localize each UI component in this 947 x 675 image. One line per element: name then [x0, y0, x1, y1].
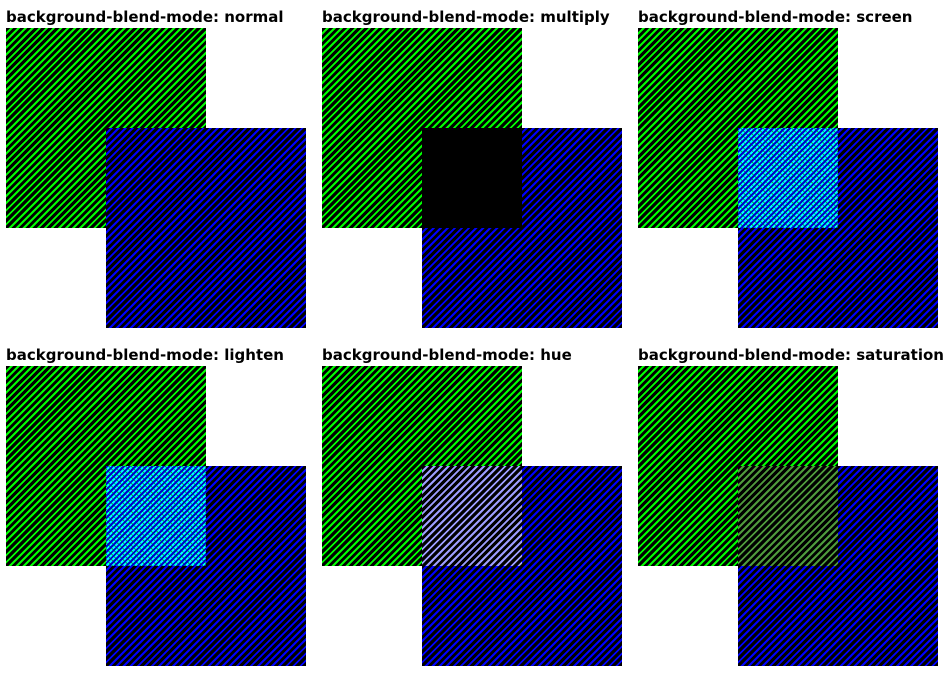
- blend-overlap-region: [422, 466, 522, 566]
- panel-multiply: background-blend-mode: multiply: [322, 0, 632, 330]
- blue-striped-square: [422, 128, 622, 328]
- panel-screen: background-blend-mode: screen: [638, 0, 947, 330]
- panel-title: background-blend-mode: saturation: [638, 346, 944, 364]
- panel-title: background-blend-mode: normal: [6, 8, 284, 26]
- panel-normal: background-blend-mode: normal: [6, 0, 316, 330]
- blend-overlap-region: [738, 466, 838, 566]
- panel-title: background-blend-mode: multiply: [322, 8, 610, 26]
- blend-overlap-region: [106, 466, 206, 566]
- blue-striped-square: [106, 128, 306, 328]
- blend-overlap-region: [422, 128, 522, 228]
- panel-title: background-blend-mode: lighten: [6, 346, 284, 364]
- panel-lighten: background-blend-mode: lighten: [6, 338, 316, 668]
- blend-overlap-region: [738, 128, 838, 228]
- panel-title: background-blend-mode: screen: [638, 8, 913, 26]
- panel-title: background-blend-mode: hue: [322, 346, 572, 364]
- panel-saturation: background-blend-mode: saturation: [638, 338, 947, 668]
- panel-hue: background-blend-mode: hue: [322, 338, 632, 668]
